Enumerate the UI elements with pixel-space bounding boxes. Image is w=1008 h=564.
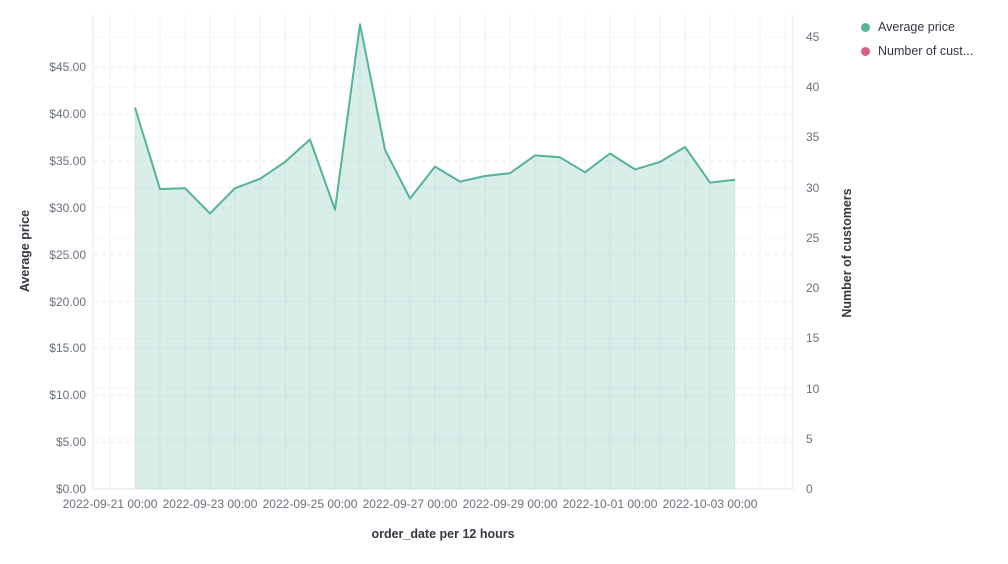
y-left-tick-label: $35.00 — [49, 154, 86, 168]
x-tick-label: 2022-10-01 00:00 — [562, 497, 658, 511]
x-tick-label: 2022-10-03 00:00 — [662, 497, 758, 511]
y-right-tick-label: 25 — [806, 230, 820, 245]
y-left-tick-label: $20.00 — [49, 294, 86, 309]
legend-label: Average price — [878, 20, 955, 34]
legend-item-average-price[interactable]: Average price — [861, 20, 973, 35]
y-left-tick-label: $40.00 — [49, 107, 86, 122]
y-right-tick-label: 45 — [806, 30, 820, 44]
y-right-tick-label: 35 — [806, 130, 820, 145]
y-left-tick-label: $0.00 — [55, 482, 86, 496]
x-tick-label: 2022-09-23 00:00 — [162, 497, 258, 511]
y-right-tick-label: 0 — [806, 482, 813, 496]
y-left-tick-label: $25.00 — [49, 247, 86, 262]
x-tick-label: 2022-09-27 00:00 — [362, 497, 458, 511]
y-left-tick-label: $5.00 — [55, 435, 86, 450]
x-tick-label: 2022-09-29 00:00 — [462, 497, 558, 511]
y-left-tick-label: $15.00 — [49, 341, 86, 356]
legend: Average price Number of cust... — [861, 20, 973, 59]
average-price-line[interactable] — [134, 23, 736, 215]
x-tick-label: 2022-09-25 00:00 — [262, 497, 358, 511]
y-right-tick-label: 15 — [806, 331, 820, 346]
y-right-axis-title: Number of customers — [840, 188, 854, 318]
y-left-tick-label: $45.00 — [49, 60, 86, 75]
legend-dot-average-price — [861, 23, 870, 32]
legend-dot-number-of-customers — [861, 47, 870, 56]
y-left-tick-label: $10.00 — [49, 388, 86, 403]
legend-label: Number of cust... — [878, 44, 974, 58]
y-right-tick-label: 40 — [806, 80, 820, 95]
x-tick-label: 2022-09-21 00:00 — [62, 497, 158, 511]
y-left-axis-title: Average price — [18, 209, 32, 293]
y-right-tick-label: 30 — [806, 180, 820, 195]
x-axis-title: order_date per 12 hours — [371, 527, 515, 541]
legend-item-number-of-customers[interactable]: Number of cust... — [861, 44, 973, 59]
average-price-area[interactable] — [135, 24, 735, 489]
y-right-tick-label: 5 — [806, 431, 813, 446]
y-right-tick-label: 10 — [806, 381, 820, 396]
y-left-tick-label: $30.00 — [49, 200, 86, 215]
y-right-tick-label: 20 — [806, 281, 820, 296]
